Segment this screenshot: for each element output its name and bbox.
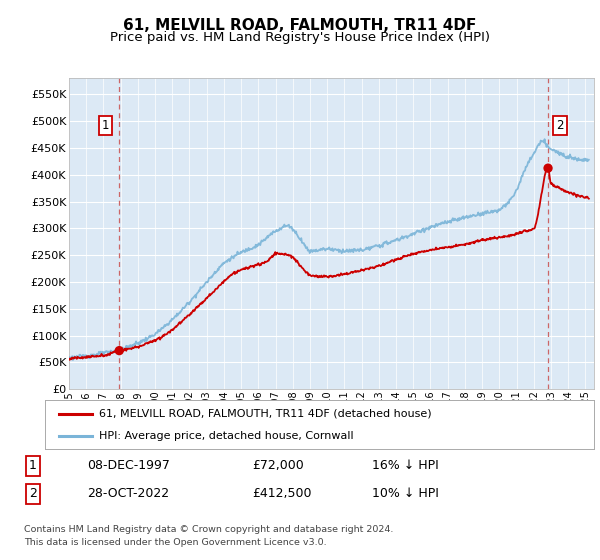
- Text: Contains HM Land Registry data © Crown copyright and database right 2024.
This d: Contains HM Land Registry data © Crown c…: [24, 525, 394, 547]
- Text: 2: 2: [29, 487, 37, 501]
- Text: 1: 1: [29, 459, 37, 473]
- Text: £412,500: £412,500: [252, 487, 311, 501]
- Text: £72,000: £72,000: [252, 459, 304, 473]
- Text: 1: 1: [102, 119, 109, 132]
- Text: 61, MELVILL ROAD, FALMOUTH, TR11 4DF: 61, MELVILL ROAD, FALMOUTH, TR11 4DF: [124, 18, 476, 33]
- Point: [115, 346, 124, 355]
- Text: 2: 2: [556, 119, 564, 132]
- Text: HPI: Average price, detached house, Cornwall: HPI: Average price, detached house, Corn…: [99, 431, 353, 441]
- Text: 61, MELVILL ROAD, FALMOUTH, TR11 4DF (detached house): 61, MELVILL ROAD, FALMOUTH, TR11 4DF (de…: [99, 409, 431, 419]
- Text: 08-DEC-1997: 08-DEC-1997: [87, 459, 170, 473]
- Text: 10% ↓ HPI: 10% ↓ HPI: [372, 487, 439, 501]
- Text: Price paid vs. HM Land Registry's House Price Index (HPI): Price paid vs. HM Land Registry's House …: [110, 31, 490, 44]
- Text: 28-OCT-2022: 28-OCT-2022: [87, 487, 169, 501]
- Point: [543, 164, 553, 172]
- Text: 16% ↓ HPI: 16% ↓ HPI: [372, 459, 439, 473]
